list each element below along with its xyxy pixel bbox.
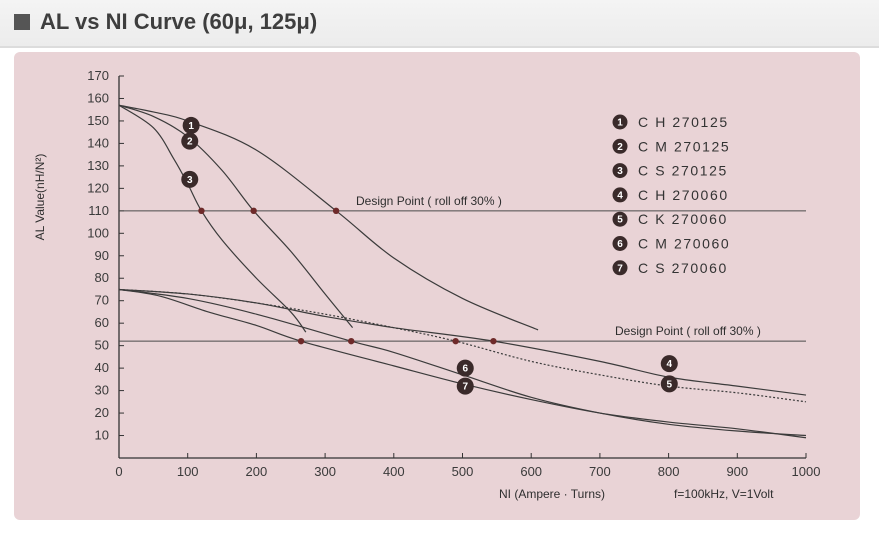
legend-badge-text-1: 1 xyxy=(617,118,623,129)
series-line-1 xyxy=(118,104,539,331)
y-tick-label: 60 xyxy=(95,315,109,330)
legend-badge-text-3: 3 xyxy=(617,166,623,177)
y-tick-label: 100 xyxy=(87,225,109,240)
y-tick-label: 170 xyxy=(87,68,109,83)
y-tick-label: 160 xyxy=(87,90,109,105)
al-vs-ni-chart: 1020304050607080901001101201301401501601… xyxy=(33,68,821,501)
curve-number-badge-7 xyxy=(456,377,474,395)
chart-panel: 10 20 30 40 50 60 70 80 90 100 110 120 130 140 150 160 1… xyxy=(14,52,860,520)
series-line-3 xyxy=(118,104,307,333)
series-line-2 xyxy=(118,104,354,329)
legend-badge-3 xyxy=(612,163,628,179)
design-point-marker xyxy=(452,337,459,345)
curve-number-text-2: 2 xyxy=(187,137,193,148)
y-axis-label: AL Value(nH/N²) xyxy=(33,154,47,241)
legend-badge-5 xyxy=(612,211,628,227)
legend-entry-2: C M 270125 xyxy=(638,138,730,154)
curve-number-text-1: 1 xyxy=(188,121,194,132)
curve-number-badge-4 xyxy=(660,355,678,373)
x-tick-label: 1000 xyxy=(792,464,821,479)
x-tick-label: 300 xyxy=(314,464,336,479)
legend-badge-4 xyxy=(612,187,628,203)
legend-badge-text-5: 5 xyxy=(617,215,623,226)
legend-entry-7: C S 270060 xyxy=(638,260,728,276)
legend-badge-text-6: 6 xyxy=(617,239,623,250)
title-bar: AL vs NI Curve (60μ, 125μ) xyxy=(0,0,879,48)
curve-number-text-5: 5 xyxy=(667,379,673,390)
x-axis-label: NI (Ampere · Turns) xyxy=(499,487,605,501)
y-tick-label: 70 xyxy=(95,293,109,308)
design-point-marker xyxy=(297,337,305,345)
curve-number-text-7: 7 xyxy=(462,382,468,393)
legend-badge-1 xyxy=(612,114,628,130)
legend-badge-6 xyxy=(612,236,628,251)
legend-entry-1: C H 270125 xyxy=(638,114,729,130)
y-tick-label: 40 xyxy=(95,360,109,375)
curve-number-text-6: 6 xyxy=(462,364,468,375)
curve-number-badge-6 xyxy=(456,359,474,377)
design-point-marker xyxy=(250,207,257,215)
design-point-label-1: Design Point ( roll off 30% ) xyxy=(356,194,502,208)
legend-entry-3: C S 270125 xyxy=(638,163,728,179)
test-condition-label: f=100kHz, V=1Volt xyxy=(674,487,774,501)
y-tick-label: 30 xyxy=(95,383,109,398)
title-bullet-icon xyxy=(14,14,30,30)
curve-number-badge-5 xyxy=(660,375,678,393)
page-title: AL vs NI Curve (60μ, 125μ) xyxy=(40,9,318,34)
legend-badge-text-2: 2 xyxy=(617,142,623,153)
curve-number-text-3: 3 xyxy=(187,175,193,186)
y-tick-label: 130 xyxy=(87,158,109,173)
x-tick-label: 400 xyxy=(383,464,405,479)
x-tick-label: 100 xyxy=(177,464,199,479)
x-tick-label: 900 xyxy=(726,464,748,479)
x-tick-label: 500 xyxy=(452,464,474,479)
y-tick-label: 110 xyxy=(88,203,109,218)
legend-entry-4: C H 270060 xyxy=(638,187,729,203)
x-tick-label: 0 xyxy=(115,464,122,479)
legend-entry-6: C M 270060 xyxy=(638,236,730,252)
design-point-marker xyxy=(490,337,497,345)
x-tick-label: 600 xyxy=(520,464,542,479)
legend-badge-text-7: 7 xyxy=(617,263,623,274)
y-tick-label: 150 xyxy=(87,113,109,128)
y-tick-label: 50 xyxy=(95,338,109,353)
y-tick-label: 120 xyxy=(87,180,109,195)
y-tick-label: 10 xyxy=(95,428,109,443)
y-tick-label: 80 xyxy=(95,270,109,285)
y-tick-label: 90 xyxy=(95,248,109,263)
curve-number-badge-2 xyxy=(181,132,199,150)
curve-number-badge-3 xyxy=(181,170,199,188)
legend-badge-text-4: 4 xyxy=(617,190,623,201)
x-tick-label: 700 xyxy=(589,464,611,479)
design-point-label-2: Design Point ( roll off 30% ) xyxy=(615,324,761,338)
curve-number-badge-1 xyxy=(182,116,200,134)
design-point-marker xyxy=(198,207,205,215)
design-point-marker xyxy=(332,207,340,215)
y-tick-label: 140 xyxy=(87,135,109,150)
legend-badge-2 xyxy=(612,138,628,154)
curve-number-text-4: 4 xyxy=(667,359,673,370)
y-tick-label: 20 xyxy=(95,405,109,420)
legend-entry-5: C K 270060 xyxy=(638,211,728,227)
x-tick-label: 800 xyxy=(658,464,680,479)
x-tick-label: 200 xyxy=(246,464,268,479)
series-line-7 xyxy=(118,288,807,439)
legend-badge-7 xyxy=(612,260,628,276)
design-point-marker xyxy=(348,337,355,345)
